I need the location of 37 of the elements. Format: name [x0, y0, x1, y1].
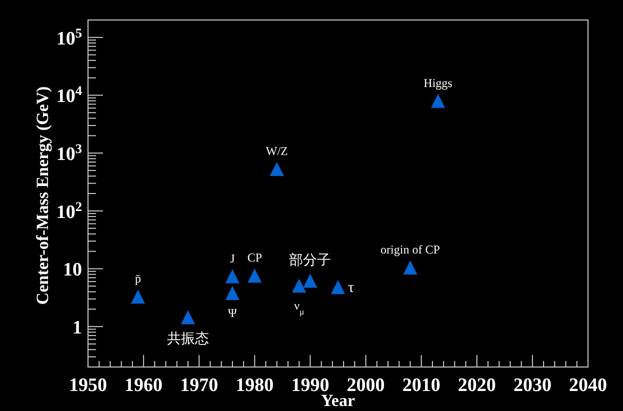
- annotation: 部分子: [289, 252, 332, 269]
- annotation: CP: [247, 250, 262, 265]
- annotation: 共振态: [167, 331, 209, 348]
- y-tick-label: 10: [63, 260, 82, 281]
- x-tick-label: 2020: [458, 375, 496, 396]
- x-tick-label: 2040: [569, 375, 607, 396]
- y-tick-label: 10$^{2}$: [56, 198, 82, 223]
- annotation: origin of CP: [380, 242, 440, 257]
- point: [181, 310, 195, 324]
- x-tick-label: 1950: [69, 375, 107, 396]
- point: [303, 274, 318, 288]
- annotation: Ψ: [228, 306, 238, 320]
- y-tick-label: 10$^{5}$: [56, 24, 82, 50]
- point: [225, 269, 240, 284]
- y-axis-title: Center-of-Mass Energy (GeV): [33, 86, 52, 305]
- point: [270, 162, 284, 176]
- x-tick-label: 1970: [180, 375, 218, 396]
- point: [292, 278, 306, 293]
- point: [403, 260, 418, 275]
- annotation: J: [230, 251, 236, 266]
- annotation: τ: [348, 280, 354, 296]
- y-tick-label: 10$^{3}$: [56, 140, 82, 166]
- x-tick-label: 2030: [513, 375, 552, 396]
- x-tick-label: 2010: [402, 375, 440, 396]
- point: [131, 290, 145, 304]
- point: [248, 268, 262, 283]
- annotation: ν$_{μ}$: [294, 298, 305, 316]
- x-tick-label: 1980: [236, 375, 274, 396]
- x-tick-label: 1960: [124, 375, 163, 396]
- y-tick-label: 10$^{4}$: [56, 82, 82, 108]
- point: [331, 280, 345, 294]
- annotation: Higgs: [424, 76, 453, 90]
- point: [431, 94, 445, 108]
- y-tick-label: 1: [72, 318, 82, 339]
- point: [225, 286, 240, 300]
- annotation: p̄: [135, 272, 141, 286]
- annotation: W/Z: [266, 144, 288, 158]
